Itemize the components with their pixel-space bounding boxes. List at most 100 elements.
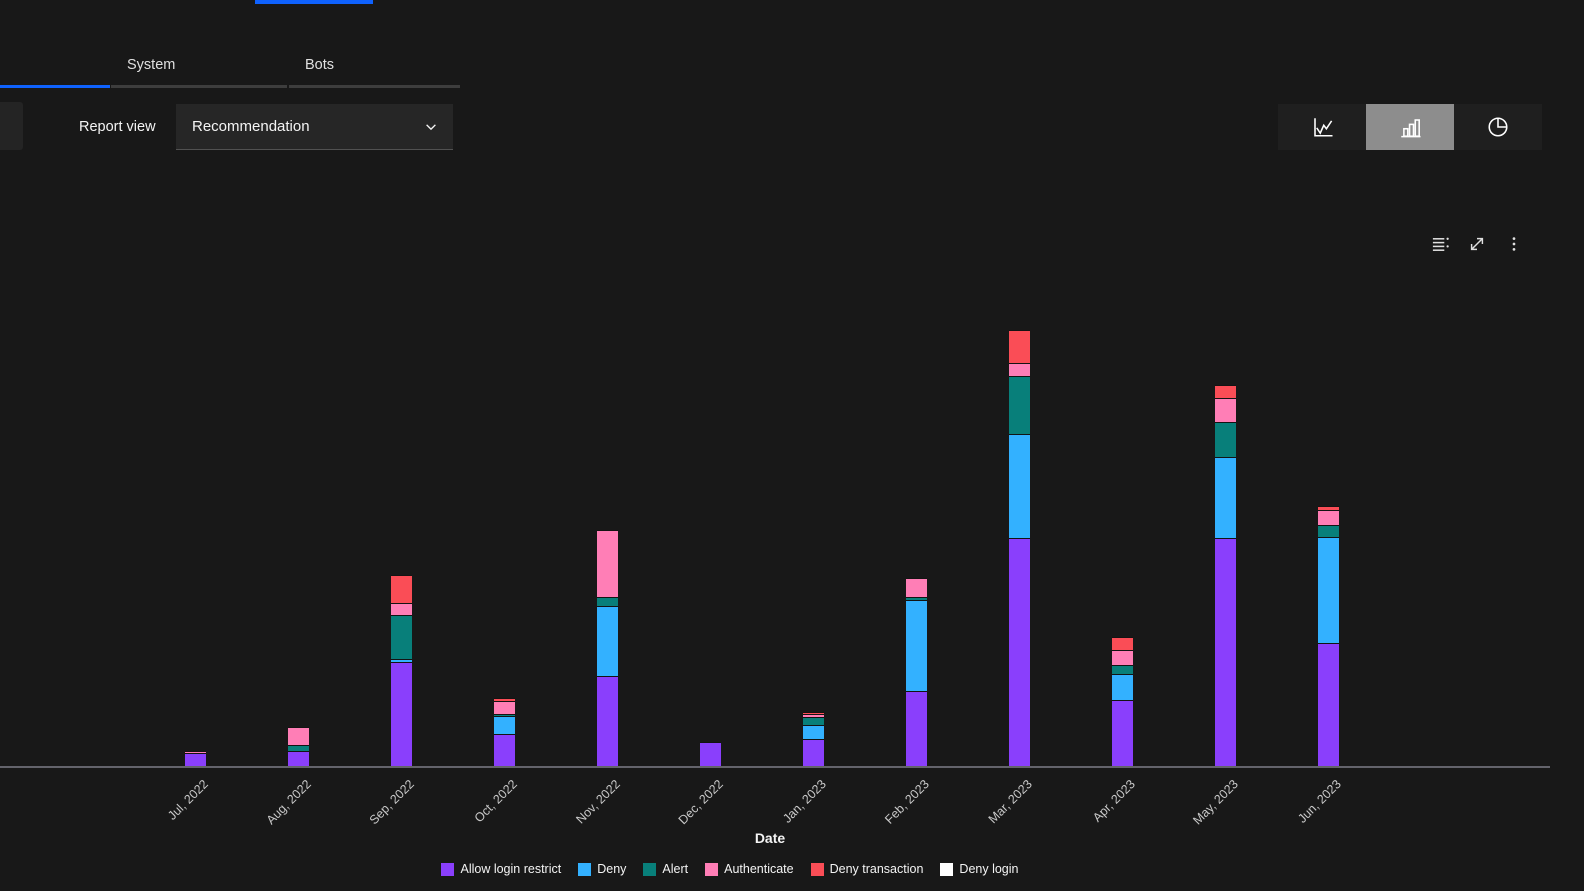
bar-segment (494, 716, 515, 734)
chart-toolbar (1430, 234, 1524, 254)
stacked-bar-jan-2023[interactable] (803, 712, 824, 766)
bar-segment (1112, 637, 1133, 650)
stacked-bar-mar-2023[interactable] (1009, 330, 1030, 766)
bar-segment (803, 725, 824, 739)
bar-segment (803, 714, 824, 717)
legend-label: Authenticate (724, 862, 794, 876)
bar-segment (1112, 700, 1133, 766)
bar-segment (391, 659, 412, 662)
bar-segment (391, 603, 412, 615)
bar-segment (494, 734, 515, 766)
legend-label: Deny transaction (829, 862, 924, 876)
stacked-bar-jun-2023[interactable] (1318, 506, 1339, 766)
legend-label: Allow login restrict (460, 862, 562, 876)
bar-chart-button[interactable] (1366, 104, 1454, 150)
report-view-label: Report view (79, 119, 156, 135)
legend-swatch (705, 862, 719, 876)
bar-segment (700, 742, 721, 766)
bar-segment (1215, 538, 1236, 766)
stacked-bar-nov-2022[interactable] (597, 530, 618, 766)
bar-segment (597, 530, 618, 597)
tab-system[interactable]: System (127, 57, 176, 73)
bar-segment (288, 751, 309, 766)
bar-segment (1215, 398, 1236, 422)
tab-underline-system (111, 85, 287, 88)
bar-segment (906, 600, 927, 691)
legend-label: Alert (662, 862, 689, 876)
bar-segment (185, 753, 206, 766)
bar-segment (1318, 643, 1339, 766)
bar-segment (1009, 538, 1030, 766)
bar-segment (1318, 525, 1339, 537)
stacked-bar-oct-2022[interactable] (494, 698, 515, 766)
legend-item[interactable]: Deny transaction (810, 862, 924, 876)
bar-segment (1009, 434, 1030, 538)
report-view-dropdown-value: Recommendation (192, 118, 310, 135)
line-chart-icon (1314, 118, 1333, 137)
legend-label: Deny (597, 862, 627, 876)
legend-item[interactable]: Alert (643, 862, 688, 876)
stacked-bar-apr-2023[interactable] (1112, 637, 1133, 766)
bar-segment (494, 701, 515, 714)
pie-chart-button[interactable] (1454, 104, 1542, 150)
bar-segment (906, 578, 927, 597)
bar-segment (1215, 457, 1236, 538)
x-axis-line (0, 766, 1550, 768)
tab-bots[interactable]: Bots (305, 57, 335, 73)
bar-segment (906, 597, 927, 600)
bar-segment (1009, 376, 1030, 434)
bar-segment (494, 698, 515, 701)
bar-segment (1009, 330, 1030, 363)
stacked-bar-dec-2022[interactable] (700, 742, 721, 766)
legend-swatch (810, 862, 824, 876)
bar-segment (803, 739, 824, 766)
bar-segment (906, 691, 927, 766)
bar-segment (597, 597, 618, 606)
bar-segment (1112, 674, 1133, 700)
stacked-bar-sep-2022[interactable] (391, 575, 412, 766)
bar-segment (391, 575, 412, 603)
bar-segment (1215, 422, 1236, 457)
legend-swatch (441, 862, 455, 876)
clipped-left-control[interactable] (0, 102, 23, 150)
legend-item[interactable]: Deny (578, 862, 626, 876)
report-view-dropdown[interactable]: Recommendation (176, 104, 453, 150)
x-axis-title: Date (754, 830, 786, 846)
line-chart-button[interactable] (1278, 104, 1366, 150)
tab-underline-selected (0, 85, 110, 88)
bar-segment (803, 717, 824, 725)
legend-label: Deny login (959, 862, 1019, 876)
legend-item[interactable]: Allow login restrict (441, 862, 561, 876)
parent-tab-selected-indicator (255, 0, 373, 4)
legend-item[interactable]: Deny login (940, 862, 1019, 876)
bar-segment (1318, 537, 1339, 643)
bar-segment (1112, 665, 1133, 674)
stacked-bar-aug-2022[interactable] (288, 727, 309, 766)
bar-segment (597, 606, 618, 676)
stacked-bar-jul-2022[interactable] (185, 751, 206, 766)
bar-segment (185, 751, 206, 753)
bar-segment (1318, 506, 1339, 510)
bar-segment (288, 745, 309, 751)
bar-segment (391, 662, 412, 766)
expand-icon[interactable] (1467, 234, 1487, 254)
legend-swatch (940, 862, 954, 876)
chevron-down-icon (426, 123, 436, 130)
stacked-bar-feb-2023[interactable] (906, 578, 927, 766)
bar-segment (803, 712, 824, 714)
stacked-bar-may-2023[interactable] (1215, 385, 1236, 766)
bar-segment (288, 727, 309, 745)
bar-segment (391, 615, 412, 659)
legend-swatch (578, 862, 592, 876)
legend-swatch (643, 862, 657, 876)
chart-legend: Allow login restrict Deny Alert Authenticat… (0, 862, 1460, 876)
chart-type-switcher (1278, 104, 1542, 150)
bar-segment (1318, 510, 1339, 525)
bar-segment (1009, 363, 1030, 376)
overflow-menu-icon[interactable] (1504, 234, 1524, 254)
legend-list-icon[interactable] (1430, 234, 1450, 254)
legend-item[interactable]: Authenticate (705, 862, 794, 876)
bar-segment (597, 676, 618, 766)
